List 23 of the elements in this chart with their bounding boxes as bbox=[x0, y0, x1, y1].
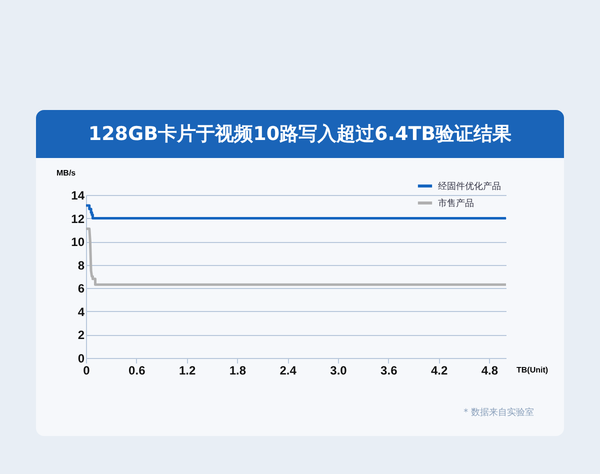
y-tick-label: 0 bbox=[78, 352, 85, 366]
x-tick-label: 3.6 bbox=[380, 364, 398, 378]
y-tick-label: 6 bbox=[78, 282, 85, 296]
chart-title: 128GB卡片于视频10路写入超过6.4TB验证结果 bbox=[36, 110, 564, 158]
x-tick-label: 3.0 bbox=[330, 364, 348, 378]
y-tick-label: 2 bbox=[78, 328, 85, 342]
legend-label: 市售产品 bbox=[438, 198, 474, 208]
y-tick-label: 14 bbox=[71, 188, 85, 202]
line-series bbox=[84, 228, 508, 286]
y-tick-label: 8 bbox=[78, 258, 85, 272]
x-tick-label: 2.4 bbox=[280, 364, 297, 378]
x-tick-label: 4.2 bbox=[430, 364, 448, 378]
text: * 数据来自实验室 bbox=[464, 406, 534, 419]
y-tick-label: 4 bbox=[78, 304, 85, 319]
x-tick-label: 4.8 bbox=[481, 364, 498, 378]
y-tick-label: 12 bbox=[71, 212, 85, 226]
x-tick-label: 1.8 bbox=[229, 364, 246, 378]
x-tick-label: 1.2 bbox=[178, 364, 196, 378]
x-tick-label: 0.6 bbox=[128, 364, 146, 378]
legend-label: 经固件优化产品 bbox=[438, 181, 501, 191]
y-tick-label: 10 bbox=[71, 235, 85, 250]
x-axis-title: TB(Unit) bbox=[516, 366, 548, 374]
y-axis-title: MB/s bbox=[56, 168, 76, 178]
